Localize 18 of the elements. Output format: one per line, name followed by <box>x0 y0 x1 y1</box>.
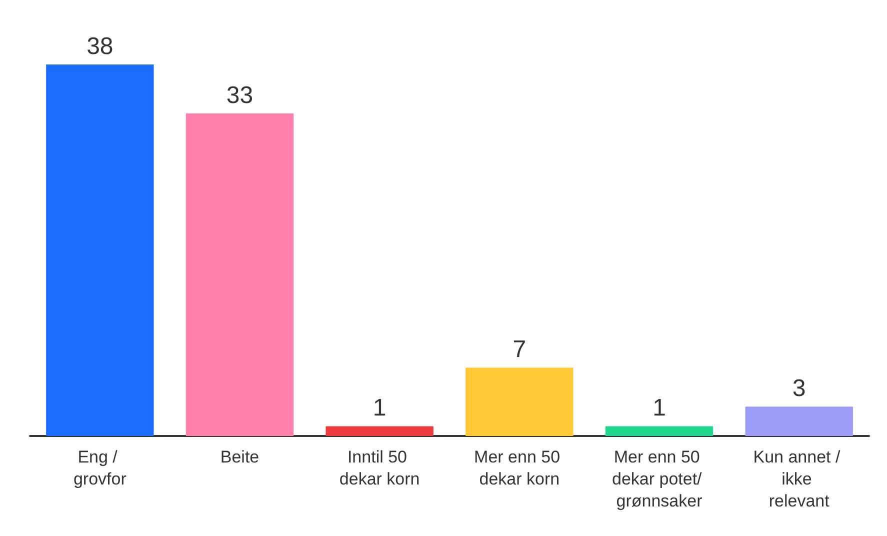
bar <box>745 406 853 436</box>
bar <box>466 368 574 436</box>
x-tick-label: Eng / grovfor <box>73 448 127 488</box>
data-label: 3 <box>792 375 806 402</box>
data-label: 38 <box>86 33 114 60</box>
data-label: 7 <box>512 336 526 364</box>
x-tick-label: Mer enn 50 dekar potet/ grønnsaker <box>612 448 707 510</box>
data-label: 1 <box>652 394 666 422</box>
bar <box>46 64 154 436</box>
x-tick-label: Inntil 50 dekar korn <box>339 448 420 488</box>
data-label: 33 <box>226 82 254 109</box>
x-tick-label: Kun annet / ikke relevant <box>753 448 845 510</box>
bar <box>186 113 294 436</box>
bar <box>326 426 434 436</box>
x-tick-label: Beite <box>220 448 260 466</box>
data-label: 1 <box>372 394 386 422</box>
x-tick-label: Mer enn 50 dekar korn <box>474 448 565 488</box>
bar <box>605 426 714 436</box>
